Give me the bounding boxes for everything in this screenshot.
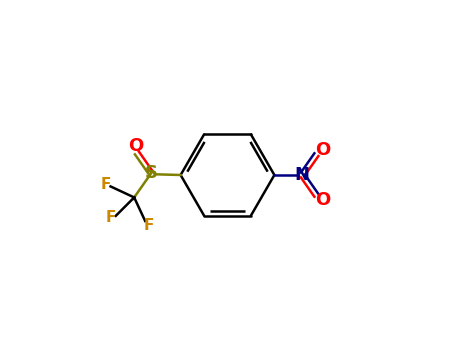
- Text: O: O: [315, 191, 330, 209]
- Text: F: F: [143, 218, 154, 233]
- Text: N: N: [295, 166, 310, 184]
- Text: F: F: [106, 210, 116, 225]
- Text: F: F: [100, 177, 111, 192]
- Text: O: O: [315, 141, 330, 159]
- Text: S: S: [145, 164, 157, 182]
- Text: O: O: [129, 137, 144, 155]
